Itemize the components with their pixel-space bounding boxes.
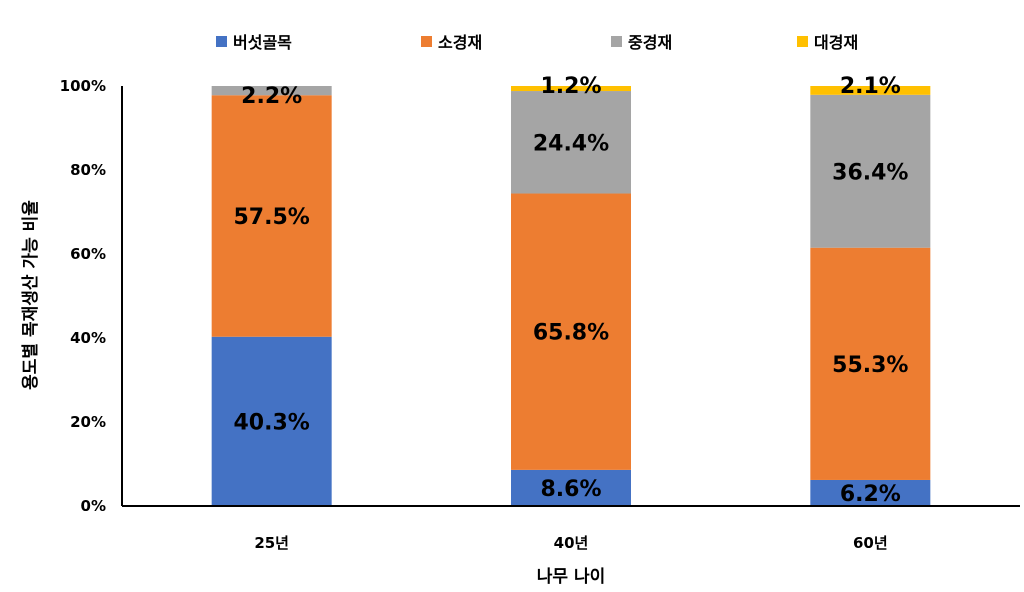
bar-segment-60--1 [810,247,931,480]
y-axis-title: 용도별 목재생산 가능 비율 [21,200,41,390]
legend-label-0: 버섯골목 [233,33,292,52]
bar-segment-25--1 [211,95,332,337]
data-label-60--2: 36.4% [832,160,908,185]
legend-swatch-3 [797,36,808,47]
data-label-60--3: 2.1% [840,74,901,99]
y-tick-label: 40% [70,329,106,347]
legend-swatch-2 [611,36,622,47]
legend-label-1: 소경재 [438,33,482,52]
bar-segment-60--0 [810,479,931,506]
y-tick-label: 100% [60,77,106,95]
bar-segment-40--1 [511,193,631,470]
data-label-40--1: 65.8% [533,321,609,346]
x-tick-label: 25년 [254,534,289,552]
x-axis-title: 나무 나이 [537,567,605,587]
bars [211,86,931,506]
data-labels: 40.3% 57.5% 2.2% 8.6% 65.8% 24.4% 1.2% 6.2% 55.3… [234,74,909,507]
data-label-40--3: 1.2% [540,74,601,99]
x-tick-label: 40년 [554,534,589,552]
x-tick-label: 60년 [853,534,888,552]
data-label-25--0: 40.3% [234,410,310,435]
bar-segment-40--3 [511,86,631,92]
x-axis: 25년 40년 60년 [122,505,1020,552]
data-label-25--2: 2.2% [241,84,302,109]
bar-segment-40--2 [511,91,631,194]
bar-segment-60--3 [810,86,931,95]
data-label-40--2: 24.4% [533,131,609,156]
data-label-25--1: 57.5% [234,205,310,230]
legend: 버섯골목 소경재 중경재 대경재 [216,33,858,52]
bar-segment-25--2 [211,86,332,96]
bar-segment-40--0 [511,469,631,506]
legend-label-2: 중경재 [628,33,672,52]
bar-segment-25--0 [211,336,332,506]
data-label-60--1: 55.3% [832,353,908,378]
bar-segment-60--2 [810,94,931,248]
y-tick-label: 60% [70,245,106,263]
data-label-40--0: 8.6% [540,477,601,502]
y-tick-label: 80% [70,161,106,179]
y-tick-label: 20% [70,413,106,431]
legend-swatch-1 [421,36,432,47]
legend-label-3: 대경재 [814,33,858,52]
legend-swatch-0 [216,36,227,47]
data-label-60--0: 6.2% [840,482,901,507]
y-tick-label: 0% [81,497,106,515]
y-axis: 0% 20% 40% 60% 80% 100% [60,77,123,515]
